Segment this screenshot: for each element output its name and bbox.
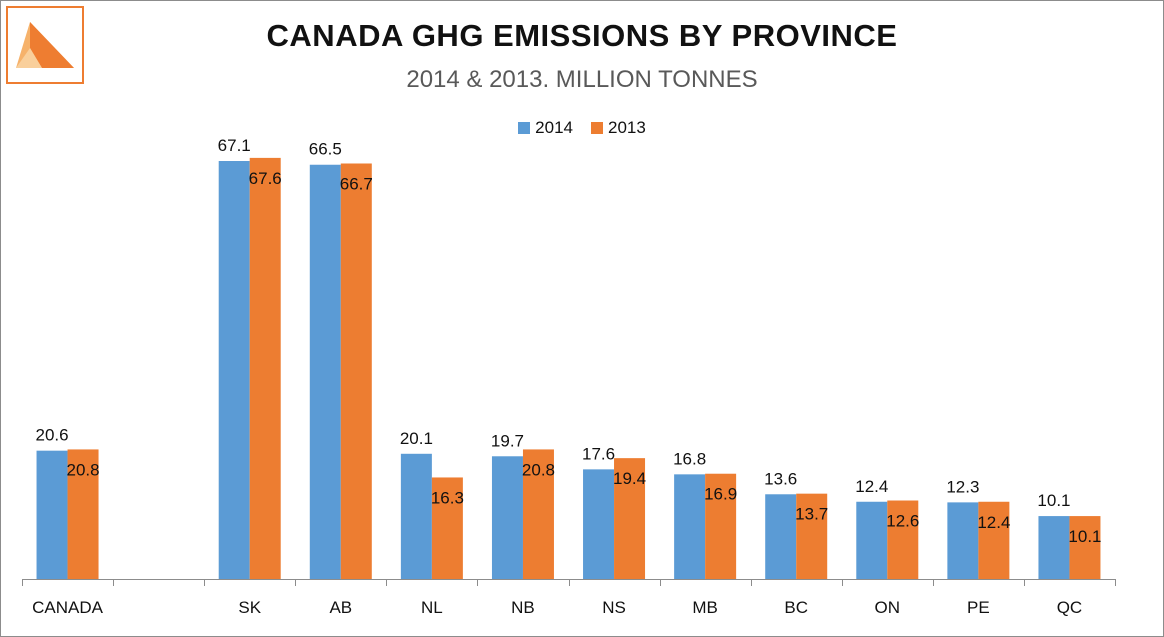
bar-2014-nl bbox=[400, 453, 432, 579]
bar-2013-on bbox=[887, 500, 919, 579]
data-label-2014-ns: 17.6 bbox=[582, 444, 615, 463]
bar-2013-qc bbox=[1069, 516, 1101, 579]
bar-2014-canada bbox=[36, 450, 68, 579]
data-label-2013-nl: 16.3 bbox=[431, 488, 464, 507]
data-label-2014-mb: 16.8 bbox=[673, 449, 706, 468]
bar-2013-ab bbox=[340, 163, 372, 579]
bar-2014-mb bbox=[674, 474, 706, 579]
bar-2013-nb bbox=[522, 449, 554, 579]
data-label-2014-qc: 10.1 bbox=[1037, 491, 1070, 510]
bar-2013-nl bbox=[431, 477, 463, 579]
triangle-logo-icon bbox=[16, 22, 74, 68]
data-label-2014-bc: 13.6 bbox=[764, 469, 797, 488]
data-label-2013-qc: 10.1 bbox=[1068, 527, 1101, 546]
bar-2014-nb bbox=[491, 456, 523, 579]
bar-2013-ns bbox=[614, 458, 646, 579]
legend-label-2013: 2013 bbox=[608, 118, 646, 137]
data-label-2014-sk: 67.1 bbox=[218, 136, 251, 155]
legend-swatch-2013 bbox=[591, 122, 603, 134]
category-label: MB bbox=[692, 598, 718, 617]
legend-item-2014: 2014 bbox=[518, 118, 573, 138]
bar-2014-qc bbox=[1038, 516, 1070, 579]
data-label-2014-nb: 19.7 bbox=[491, 431, 524, 450]
legend-item-2013: 2013 bbox=[591, 118, 646, 138]
data-label-2013-pe: 12.4 bbox=[977, 513, 1010, 532]
data-label-2013-mb: 16.9 bbox=[704, 485, 737, 504]
data-label-2014-pe: 12.3 bbox=[946, 477, 979, 496]
legend-label-2014: 2014 bbox=[535, 118, 573, 137]
bar-2013-bc bbox=[796, 493, 828, 579]
category-label: NB bbox=[511, 598, 535, 617]
category-label: AB bbox=[329, 598, 352, 617]
bar-2013-canada bbox=[67, 449, 99, 579]
bar-2014-bc bbox=[765, 494, 797, 579]
bar-2013-sk bbox=[249, 157, 281, 579]
bar-2014-ab bbox=[309, 164, 341, 579]
data-label-2013-ns: 19.4 bbox=[613, 469, 646, 488]
category-label: NL bbox=[421, 598, 443, 617]
category-label: ON bbox=[875, 598, 901, 617]
data-label-2013-bc: 13.7 bbox=[795, 505, 828, 524]
bar-2014-on bbox=[856, 501, 888, 579]
data-label-2013-on: 12.6 bbox=[886, 512, 919, 531]
legend: 2014 2013 bbox=[0, 118, 1164, 138]
category-label: SK bbox=[238, 598, 261, 617]
legend-swatch-2014 bbox=[518, 122, 531, 134]
bar-2013-pe bbox=[978, 501, 1010, 579]
data-label-2014-canada: 20.6 bbox=[35, 426, 68, 445]
data-label-2013-sk: 67.6 bbox=[249, 169, 282, 188]
data-label-2013-ab: 66.7 bbox=[340, 174, 373, 193]
bar-2014-sk bbox=[218, 161, 250, 579]
data-label-2014-nl: 20.1 bbox=[400, 429, 433, 448]
bar-2014-pe bbox=[947, 502, 979, 579]
chart-subtitle: 2014 & 2013. MILLION TONNES bbox=[406, 66, 758, 93]
logo bbox=[6, 6, 84, 84]
data-label-2014-ab: 66.5 bbox=[309, 140, 342, 159]
data-label-2014-on: 12.4 bbox=[855, 477, 888, 496]
data-label-2013-nb: 20.8 bbox=[522, 460, 555, 479]
category-label: QC bbox=[1057, 598, 1083, 617]
bar-2013-mb bbox=[705, 473, 737, 579]
category-label: CANADA bbox=[32, 598, 104, 617]
category-label: NS bbox=[602, 598, 626, 617]
bar-2014-ns bbox=[583, 469, 615, 579]
category-label: PE bbox=[967, 598, 990, 617]
category-label: BC bbox=[784, 598, 808, 617]
chart-title: CANADA GHG EMISSIONS BY PROVINCE bbox=[266, 18, 898, 53]
data-label-2013-canada: 20.8 bbox=[66, 460, 99, 479]
